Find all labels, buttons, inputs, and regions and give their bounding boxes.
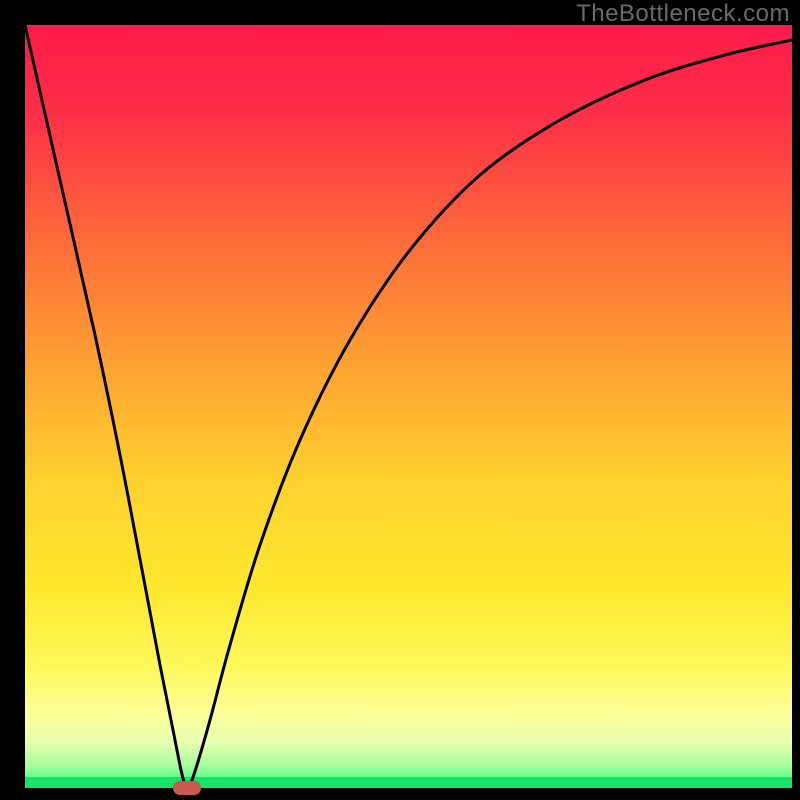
bottleneck-curve	[25, 25, 792, 788]
plot-area	[25, 25, 792, 788]
chart-frame	[0, 0, 800, 800]
minimum-marker	[173, 781, 201, 795]
watermark-text: TheBottleneck.com	[576, 0, 790, 28]
curve-path	[25, 25, 792, 788]
